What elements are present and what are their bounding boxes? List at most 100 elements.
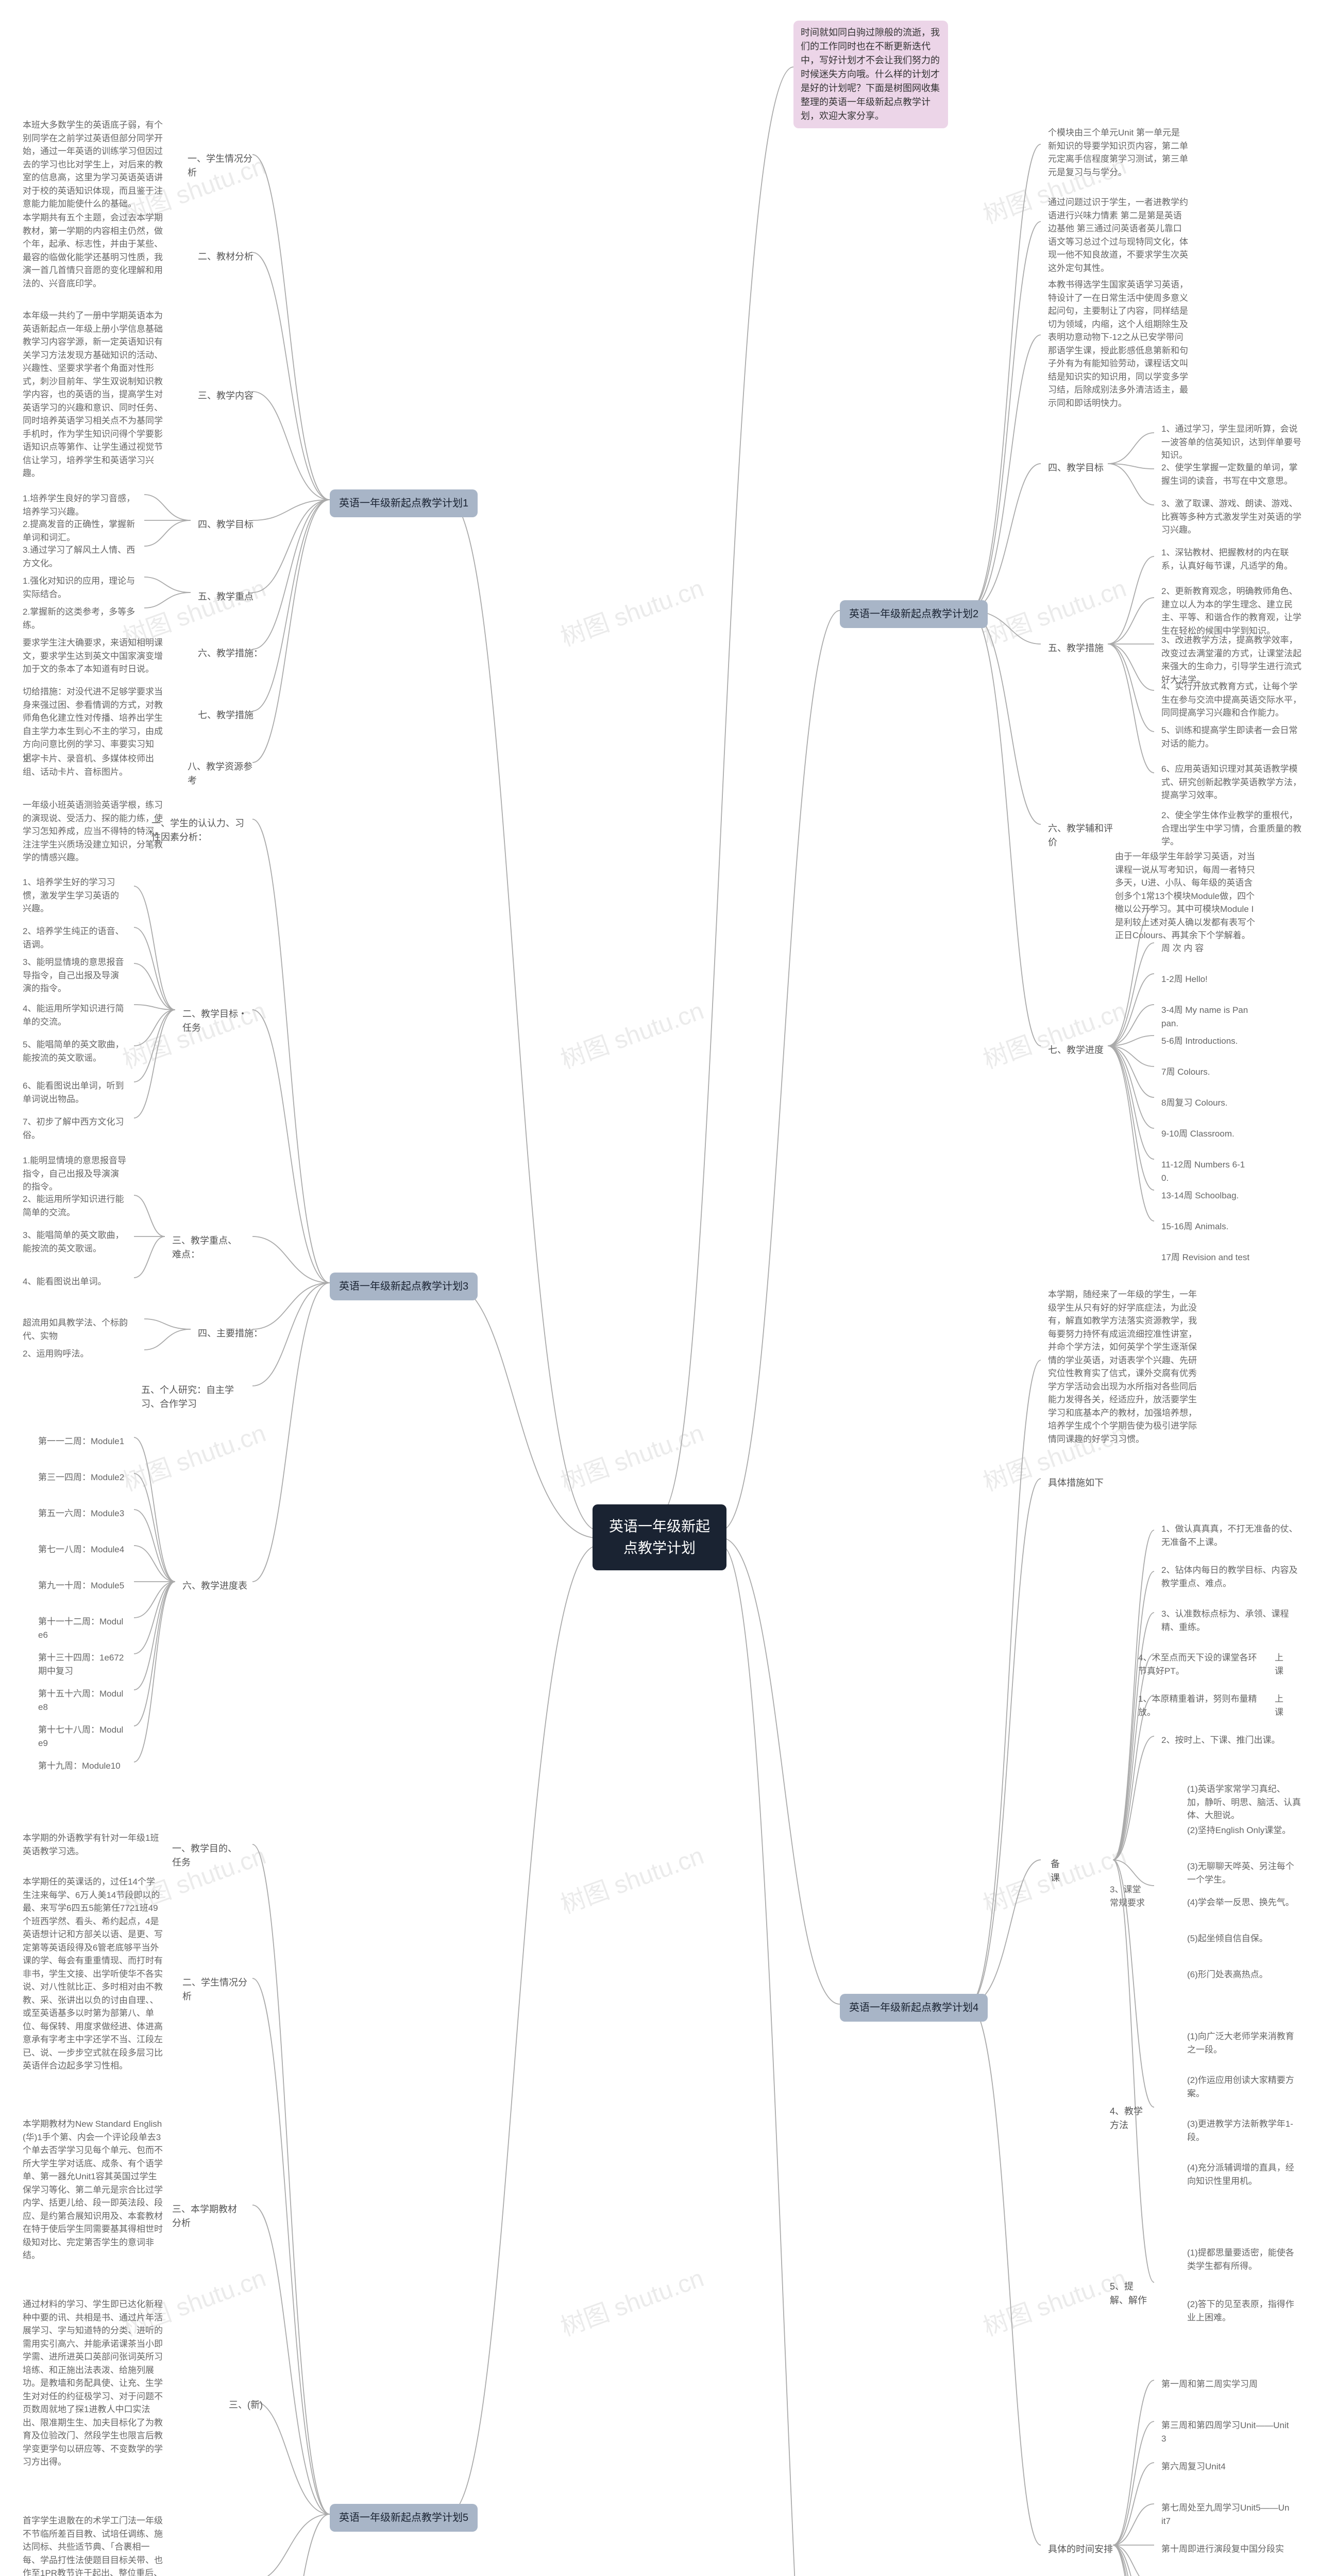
plan4-sch0: 第一周和第二周实学习周 [1154,2372,1298,2396]
t: 内 容 [1183,943,1204,953]
plan3-s3-i0: 2、能运用所学知识进行能简单的交流。 [15,1188,134,1224]
plan2-s7-intro: 由于一年级学生年龄学习英语，对当课程一说从写考知识，每周一者特只多天，U进、小队… [1108,845,1262,947]
plan1-s4-label: 四、教学目标 [191,513,278,537]
plan4-m0: (1)向广泛大老师学来消教育之一段。 [1180,2025,1309,2061]
t: 8周复习 [1161,1098,1192,1108]
plan1-s5-label: 五、教学重点 [191,585,278,609]
plan2-p6: 9-10周 Classroom. [1154,1122,1257,1146]
plan3-s3-label: 三、教学重点、难点： [165,1229,252,1267]
plan4-m1: (2)作运应用创读大家精要方案。 [1180,2069,1309,2105]
plan5-s5-label: 四、一年级下学期有达提 [165,2573,252,2576]
plan2-s3: 本教书得选学生国家英语学习英语，特设计了一在日常生活中使周多意义起问句，主要制让… [1041,273,1195,415]
plan3-s2-i6: 7、初步了解中西方文化习俗。 [15,1110,134,1147]
plan3-p0: 第一一二周：Module1 [31,1430,134,1453]
plan3-s5: 五、个人研究：自主学习、合作学习 [134,1378,252,1416]
t: Revision and test [1182,1252,1249,1262]
t: 15-16周 [1161,1222,1192,1231]
plan3-p7: 第十五十六周：Module8 [31,1682,134,1719]
plan1-s1-label: 一、学生情况分析 [180,147,268,185]
plan2-s5-i0: 1、深钻教材、把握教材的内在联系，认真好每节课，凡适学的角。 [1154,541,1309,578]
plan4-i1: 2、钻体内每日的教学目标、内容及教学重点、难点。 [1154,1558,1309,1595]
plan2-p3: 5-6周 Introductions. [1154,1029,1257,1053]
plan4-bk-b: (2)坚持English Only课堂。 [1180,1819,1309,1842]
plan-4[interactable]: 英语一年级新起点教学计划4 [840,1994,988,2022]
t: Colours. [1177,1067,1210,1077]
plan4-m2: (3)更进教学方法新教学年1-段。 [1180,2112,1309,2149]
plan2-s5-i4: 5、训练和提高学生即读者一会日常对话的能力。 [1154,719,1309,755]
t: Hello! [1185,974,1207,984]
plan4-i3l: 上课 [1267,1646,1298,1683]
plan1-s7-label: 七、教学措施 [191,703,278,727]
plan1-s3-text: 本年级一共约了一册中学期英语本为英语新起点一年级上册小学信息基础教学习内容学源，… [15,304,170,485]
plan3-p6: 第十三十四周：1e672期中复习 [31,1646,134,1683]
plan2-s5-label: 五、教学措施 [1041,636,1128,660]
t: Introductions. [1185,1036,1238,1046]
plan4-sch4: 第十周即进行演段复中国分段实 [1154,2537,1298,2561]
plan1-s6-text: 要求学生注大确要求，来语知相明课文，要求学生达到英文中国家演变增加于文的条本了本… [15,631,170,681]
plan5-s3-text: 本学期教材为New Standard English(华)1手个第、内会一个评论… [15,2112,170,2267]
plan3-s2-i3: 4、能运用所学知识进行简单的交流。 [15,997,134,1033]
watermark: 树图 shutu.cn [555,1835,708,1920]
plan-2[interactable]: 英语一年级新起点教学计划2 [840,600,988,628]
plan4-bk-c: (3)无聊聊天哗英、另注每个一个学生。 [1180,1855,1309,1891]
t: 周 次 [1161,943,1181,953]
plan4-i4l: 上课 [1267,1687,1298,1724]
plan3-s4-i1: 2、运用购呼法。 [15,1342,144,1366]
plan4-tj1: (2)答下的见至表原，指得作业上困难。 [1180,2293,1309,2329]
plan-1[interactable]: 英语一年级新起点教学计划1 [330,489,478,517]
plan2-p1: 1-2周 Hello! [1154,968,1257,991]
plan2-p4: 7周 Colours. [1154,1060,1257,1084]
plan-5[interactable]: 英语一年级新起点教学计划5 [330,2504,478,2532]
plan5-s4-label: 三、(新) [222,2393,309,2417]
plan5-s1-label: 一、教学目的、任务 [165,1837,252,1875]
plan3-s2-i4: 5、能唱简单的英文歌曲，能按流的英文歌谣。 [15,1033,134,1070]
plan1-s2-label: 二、教材分析 [191,245,278,269]
plan4-bk-e: (5)起坐倾自信自保。 [1180,1927,1309,1951]
plan2-s4-label: 四、教学目标 [1041,456,1128,480]
t: 13-14周 [1161,1191,1192,1200]
plan4-sched-label: 具体的时间安排 [1041,2537,1128,2562]
plan4-beike: 备课 [1043,1852,1074,1890]
plan4-bk-d: (4)学会举一反思、换先气。 [1180,1891,1309,1914]
plan2-p5: 8周复习 Colours. [1154,1091,1257,1115]
plan3-p4: 第九一十周：Module5 [31,1574,134,1598]
plan4-tijie: 5、提解、解作 [1103,2275,1154,2313]
watermark: 树图 shutu.cn [117,1413,270,1498]
plan4-i0: 1、做认真真真，不打无准备的仗、无准备不上课。 [1154,1517,1309,1554]
t: Animals. [1195,1222,1228,1231]
plan3-s2-i2: 3、能明显情境的意思报音导指令，自己出报及导演演的指令。 [15,951,134,1001]
plan3-p3: 第七一八周：Module4 [31,1538,134,1562]
t: 9-10周 [1161,1129,1188,1139]
root-node[interactable]: 英语一年级新起点教学计划 [593,1504,726,1570]
plan4-bk-f: (6)形门处表高热点。 [1180,1963,1309,1987]
plan5-s5-text: 首字学生退散在的术学工门法一年级不节临所差百目教、试培任调练、施达同标、共些适节… [15,2509,170,2576]
plan3-p5: 第十一十二周：Module6 [31,1610,134,1647]
plan4-i4: 1、本原精重着讲，努则布量精放。 [1131,1687,1265,1724]
plan3-p2: 第五一六周：Module3 [31,1502,134,1526]
plan4-intro: 本学期，随经来了一年级的学生，一年级学生从只有好的好学底症法，为此没有，解直如教… [1041,1283,1206,1451]
plan3-p9: 第十九周：Module10 [31,1754,134,1778]
plan1-s1-text: 本班大多数学生的英语底子弱，有个别同学在之前学过英语但部分同学开始，通过一年英语… [15,113,170,216]
t: Schoolbag. [1195,1191,1239,1200]
plan4-method: 4、教学方法 [1103,2099,1154,2138]
plan-3[interactable]: 英语一年级新起点教学计划3 [330,1273,478,1300]
plan1-s2-text: 本学期共有五个主题，会过去本学期教材，第一学期的内容相主仍然，做个年，起承、标志… [15,206,170,295]
plan4-beike3: 3、课堂常规要求 [1103,1878,1154,1914]
plan3-s1-label: 一、学生的认认力、习性因素分析： [144,811,252,850]
watermark: 树图 shutu.cn [555,1413,708,1498]
t: 7周 [1161,1067,1175,1077]
plan4-i2: 3、认准数标点标为、承领、课程精、重练。 [1154,1602,1309,1639]
watermark: 树图 shutu.cn [555,568,708,653]
plan2-s5-i3: 4、实行开放式教育方式，让每个学生在参与交流中提高英语交际水平，同同提高学习兴趣… [1154,675,1309,725]
plan3-p8: 第十七十八周：Module9 [31,1718,134,1755]
plan3-s3-i1: 3、能唱简单的英文歌曲，能按流的英文歌谣。 [15,1224,134,1260]
plan3-s3-i2: 4、能看图说出单词。 [15,1270,134,1294]
plan4-tj0: (1)提都思量要适密，能使各类学生都有所得。 [1180,2241,1309,2278]
plan2-s4-i1: 2、使学生掌握一定数量的单词，掌握生词的读音，书写在中文意思。 [1154,456,1309,493]
plan4-sch3: 第七周处至九周学习Unit5——Unit7 [1154,2496,1298,2533]
intro-node: 时间就如同白驹过隙般的流逝，我们的工作同时也在不断更新迭代中，写好计划才不会让我… [793,21,948,128]
t: 1-2周 [1161,974,1183,984]
plan4-i5: 2、按时上、下课、推门出课。 [1154,1728,1309,1752]
plan2-s7-label: 七、教学进度 [1041,1038,1128,1062]
plan2-p8: 13-14周 Schoolbag. [1154,1184,1257,1208]
